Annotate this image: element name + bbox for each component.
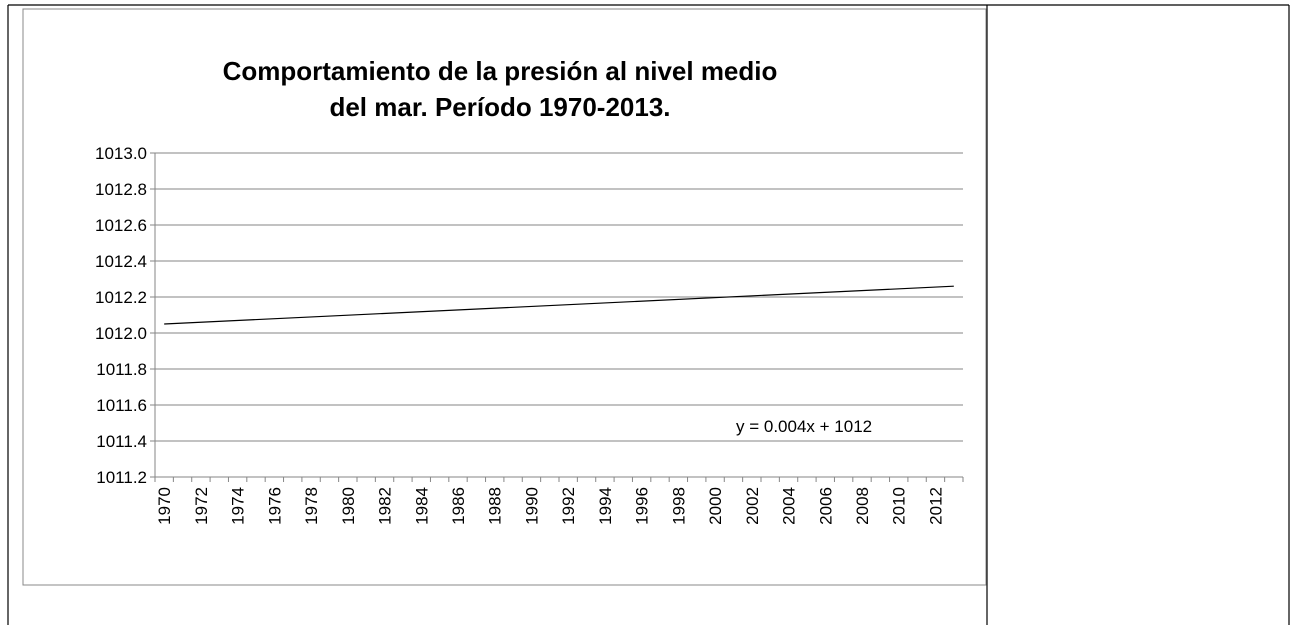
y-tick-label: 1011.8 — [96, 360, 147, 379]
table-frame — [7, 4, 1290, 625]
x-tick-label: 1974 — [229, 487, 248, 525]
x-tick-label: 1990 — [522, 487, 541, 525]
x-tick-label: 2010 — [890, 487, 909, 525]
x-tick-label: 1992 — [559, 487, 578, 525]
x-tick-label: 2012 — [926, 487, 945, 525]
y-tick-label: 1012.2 — [95, 288, 147, 307]
x-tick-label: 1986 — [449, 487, 468, 525]
x-tick-label: 2008 — [853, 487, 872, 525]
x-tick-label: 1972 — [192, 487, 211, 525]
x-tick-label: 1996 — [633, 487, 652, 525]
trendline-label: y = 0.004x + 1012 — [736, 417, 872, 436]
x-tick-label: 2004 — [780, 487, 799, 525]
x-tick-label: 1988 — [486, 487, 505, 525]
x-tick-label: 2002 — [743, 487, 762, 525]
y-tick-label: 1012.6 — [95, 216, 147, 235]
x-tick-label: 1998 — [669, 487, 688, 525]
trendline — [164, 285, 954, 325]
x-tick-label: 1980 — [339, 487, 358, 525]
x-tick-label: 1982 — [376, 487, 395, 525]
y-tick-label: 1012.0 — [95, 324, 147, 343]
x-tick-label: 1976 — [265, 487, 284, 525]
y-tick-label: 1012.4 — [95, 252, 147, 271]
x-tick-label: 2006 — [816, 487, 835, 525]
y-tick-label: 1013.0 — [95, 144, 147, 163]
x-tick-label: 1994 — [596, 487, 615, 525]
chart-title: Comportamiento de la presión al nivel me… — [223, 56, 778, 86]
chart-title: del mar. Período 1970-2013. — [329, 92, 670, 122]
x-tick-label: 1970 — [155, 487, 174, 525]
y-tick-label: 1012.8 — [95, 180, 147, 199]
x-tick-label: 1984 — [412, 487, 431, 525]
x-tick-label: 1978 — [302, 487, 321, 525]
y-tick-label: 1011.4 — [96, 432, 147, 451]
y-tick-label: 1011.2 — [96, 468, 147, 487]
x-tick-label: 2000 — [706, 487, 725, 525]
y-tick-label: 1011.6 — [96, 396, 147, 415]
